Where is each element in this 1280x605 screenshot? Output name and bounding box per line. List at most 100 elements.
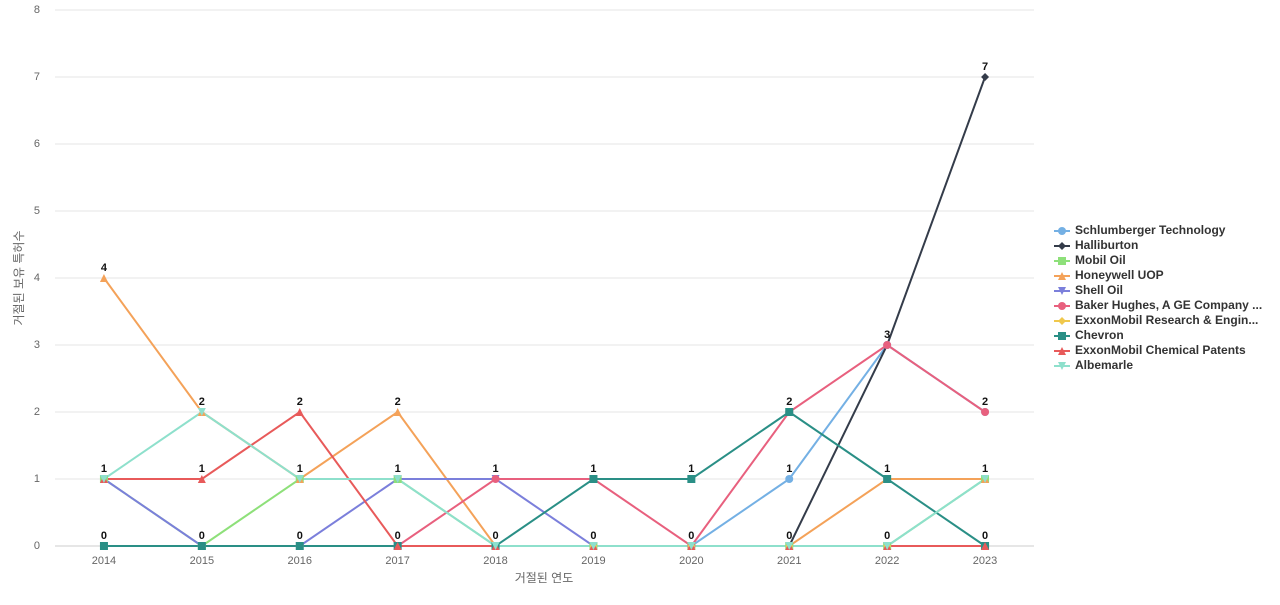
point [295,408,304,416]
legend-marker [1058,242,1066,250]
legend-marker [1058,362,1066,370]
x-tick-label: 2022 [875,555,899,567]
legend-label: ExxonMobil Chemical Patents [1075,343,1246,357]
legend-item: Honeywell UOP [1054,268,1164,282]
x-tick-label: 2023 [973,555,997,567]
legend-label: Shell Oil [1075,283,1123,297]
y-axis-label: 거절된 보유 특허수 [12,231,26,326]
y-tick-label: 3 [34,339,40,351]
x-tick-label: 2018 [483,555,507,567]
legend-label: Halliburton [1075,238,1138,252]
y-tick-label: 1 [34,473,40,485]
x-tick-label: 2017 [385,555,409,567]
y-tick-label: 6 [34,138,40,150]
point [393,408,402,416]
legend-item: Schlumberger Technology [1054,223,1226,237]
data-label: 7 [982,61,988,73]
legend-item: ExxonMobil Chemical Patents [1054,343,1246,357]
series-line [103,410,986,547]
legend-item: Halliburton [1054,238,1138,252]
data-label: 0 [884,530,890,542]
data-label: 2 [297,396,303,408]
data-label: 2 [395,396,401,408]
data-label: 1 [590,463,596,475]
point [197,408,206,416]
legend-label: ExxonMobil Research & Engin... [1075,313,1258,327]
x-tick-label: 2015 [190,555,214,567]
legend-marker [1058,272,1066,280]
data-label: 0 [492,530,498,542]
point [981,542,990,550]
data-label: 0 [590,530,596,542]
data-label: 2 [786,396,792,408]
data-label: 0 [199,530,205,542]
point [393,475,402,483]
legend-label: Baker Hughes, A GE Company ... [1075,298,1262,312]
y-tick-label: 4 [34,272,40,284]
point [393,542,402,550]
legend-marker [1058,287,1066,295]
data-label: 1 [982,463,988,475]
point [883,341,892,349]
point [981,475,990,483]
legend-marker [1058,227,1066,235]
point [295,475,304,483]
data-label: 1 [395,463,401,475]
point [491,475,500,483]
data-label: 1 [297,463,303,475]
data-label: 0 [101,530,107,542]
data-label: 0 [982,530,988,542]
series-line [103,343,986,548]
data-label: 0 [786,530,792,542]
legend-label: Mobil Oil [1075,253,1126,267]
y-tick-label: 8 [34,4,40,16]
x-tick-label: 2020 [679,555,703,567]
data-label: 1 [101,463,107,475]
y-tick-label: 2 [34,406,40,418]
x-tick-label: 2014 [92,555,116,567]
point [981,408,990,416]
data-label: 2 [199,396,205,408]
legend-label: Albemarle [1075,358,1133,372]
legend-marker [1058,332,1066,340]
point [687,475,696,483]
x-tick-label: 2019 [581,555,605,567]
legend-item: ExxonMobil Research & Engin... [1054,313,1258,327]
x-tick-label: 2016 [288,555,312,567]
point [99,475,108,483]
point [883,542,892,550]
point [883,475,892,483]
series-line [103,410,986,547]
point [99,542,108,550]
data-label: 0 [297,530,303,542]
data-label: 1 [492,463,498,475]
point [197,475,206,483]
legend-item: Albemarle [1054,358,1133,372]
legend-item: Baker Hughes, A GE Company ... [1054,298,1262,312]
y-tick-label: 0 [34,540,40,552]
data-label: 2 [982,396,988,408]
legend-marker [1058,257,1066,265]
point [981,73,990,81]
data-label: 1 [688,463,694,475]
legend-marker [1058,302,1066,310]
legend-label: Schlumberger Technology [1075,223,1226,237]
data-label: 0 [395,530,401,542]
legend-label: Honeywell UOP [1075,268,1164,282]
x-tick-label: 2021 [777,555,801,567]
data-label: 1 [199,463,205,475]
point [785,408,794,416]
series-line [103,343,986,547]
data-label: 0 [688,530,694,542]
data-label: 1 [786,463,792,475]
point [197,542,206,550]
series-line [103,76,986,547]
legend-marker [1058,317,1066,325]
y-tick-label: 5 [34,205,40,217]
point [785,475,794,483]
point [99,274,108,282]
x-axis-label: 거절된 연도 [515,571,574,585]
legend-label: Chevron [1075,328,1124,342]
point [687,542,696,550]
